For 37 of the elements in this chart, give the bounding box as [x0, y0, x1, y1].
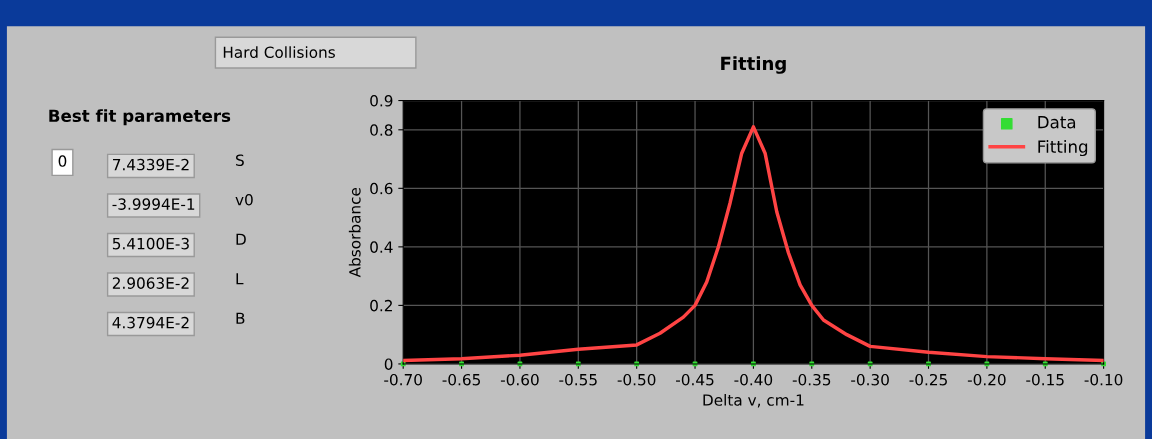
text: L	[236, 273, 244, 285]
y-tick-label: 0.4	[370, 241, 393, 253]
x-axis-title: Delta v, cm-1	[703, 393, 804, 408]
x-tick-label: -0.30	[851, 373, 889, 386]
text: B	[236, 312, 245, 324]
x-tick-label: -0.45	[676, 373, 714, 386]
x-tick-label: -0.25	[909, 373, 947, 386]
text: D	[236, 233, 246, 245]
text: 0	[58, 155, 67, 167]
text: v0	[235, 193, 253, 206]
text: S	[236, 154, 244, 166]
x-tick-label: -0.70	[384, 373, 422, 386]
text: 4.3794E-2	[112, 316, 189, 329]
text: Hard Collisions	[223, 46, 335, 58]
y-axis-title: Absorbance	[348, 187, 361, 278]
x-tick-label: -0.65	[442, 373, 480, 386]
chart-title: Fitting	[721, 56, 786, 74]
x-tick-label: -0.60	[500, 373, 539, 386]
legend-label: Fitting	[1038, 139, 1088, 157]
y-tick-label: 0.6	[370, 182, 393, 195]
text: Best fit parameters	[49, 109, 231, 126]
y-tick-label: 0	[384, 358, 393, 370]
x-tick-label: -0.15	[1026, 373, 1064, 386]
x-tick-label: -0.10	[1084, 373, 1123, 386]
text: 2.9063E-2	[112, 277, 189, 289]
text: 7.4339E-2	[113, 158, 189, 171]
x-tick-label: -0.55	[559, 373, 597, 386]
y-tick-label: 0.8	[370, 124, 393, 136]
x-tick-label: -0.50	[617, 373, 656, 386]
y-tick-label: 0.2	[370, 299, 392, 312]
text: -3.9994E-1	[112, 198, 195, 210]
x-tick-label: -0.20	[967, 373, 1006, 386]
y-tick-label: 0.9	[370, 95, 393, 107]
text: 5.4100E-3	[112, 237, 189, 250]
x-tick-label: -0.40	[734, 373, 773, 386]
legend-label: Data	[1038, 116, 1076, 129]
x-tick-label: -0.35	[792, 373, 831, 386]
